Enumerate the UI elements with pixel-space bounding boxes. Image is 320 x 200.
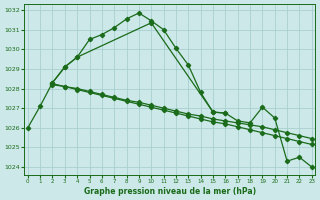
X-axis label: Graphe pression niveau de la mer (hPa): Graphe pression niveau de la mer (hPa) (84, 187, 256, 196)
